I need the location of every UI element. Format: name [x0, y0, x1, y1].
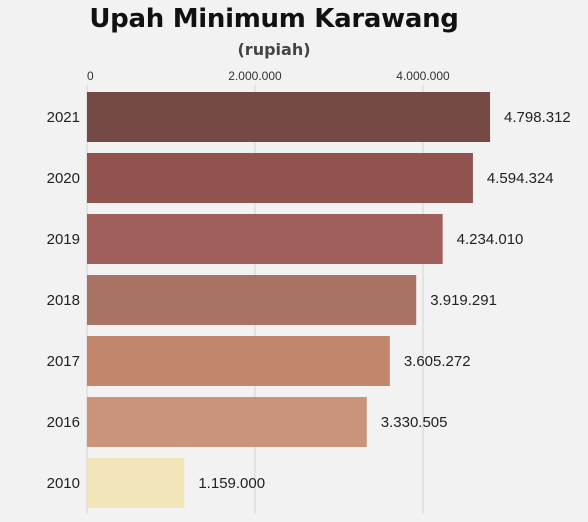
chart-title: Upah Minimum Karawang: [89, 4, 459, 34]
bar: [87, 458, 185, 508]
x-tick-label: 0: [87, 69, 94, 83]
value-label: 3.330.505: [381, 414, 448, 431]
value-label: 4.798.312: [504, 109, 571, 126]
value-label: 1.159.000: [198, 475, 265, 492]
category-label: 2019: [47, 231, 80, 248]
value-label: 3.605.272: [404, 353, 471, 370]
x-tick-label: 4.000.000: [396, 69, 450, 83]
value-label: 3.919.291: [430, 292, 497, 309]
category-label: 2021: [47, 109, 80, 126]
chart-subtitle: (rupiah): [237, 40, 311, 59]
bar: [87, 275, 417, 325]
bar: [87, 92, 491, 142]
bar: [87, 336, 390, 386]
bar: [87, 214, 443, 264]
category-label: 2010: [47, 475, 80, 492]
category-label: 2016: [47, 414, 80, 431]
bar: [87, 153, 473, 203]
category-label: 2017: [47, 353, 80, 370]
category-label: 2020: [47, 170, 80, 187]
value-label: 4.594.324: [487, 170, 554, 187]
value-label: 4.234.010: [457, 231, 524, 248]
category-label: 2018: [47, 292, 80, 309]
bar: [87, 397, 367, 447]
x-tick-label: 2.000.000: [228, 69, 282, 83]
